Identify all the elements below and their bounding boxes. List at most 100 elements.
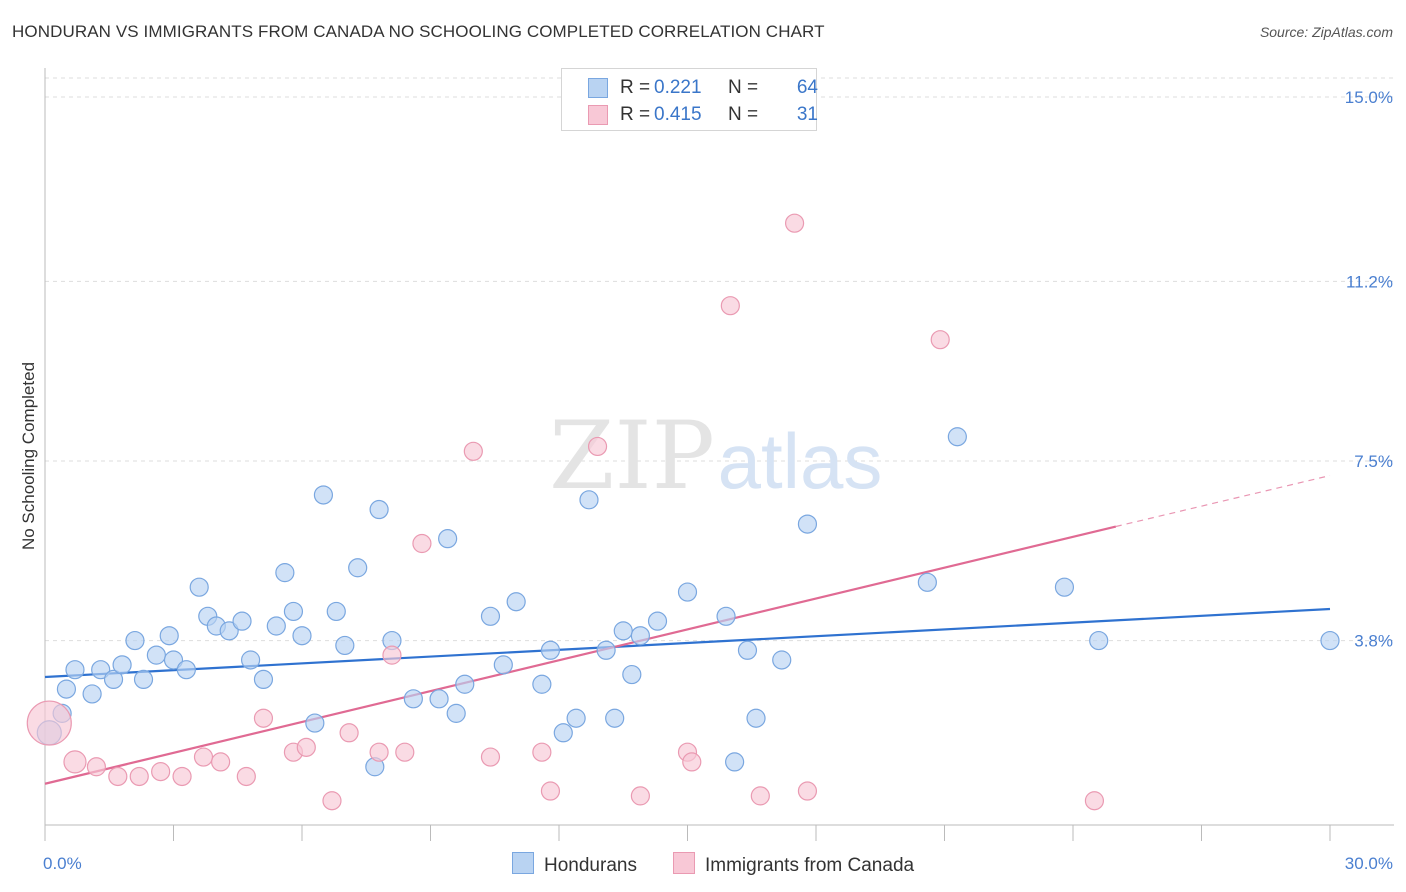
point-canada <box>682 752 702 772</box>
point-hondurans <box>596 640 616 660</box>
point-canada <box>193 747 214 767</box>
point-canada <box>26 700 72 746</box>
point-hondurans <box>1054 577 1075 597</box>
point-hondurans <box>253 669 274 690</box>
point-canada <box>236 766 256 787</box>
point-hondurans <box>605 708 625 728</box>
point-hondurans <box>480 606 501 626</box>
point-canada <box>540 781 561 801</box>
point-hondurans <box>429 689 449 709</box>
point-hondurans <box>566 708 586 728</box>
point-canada <box>532 742 552 762</box>
point-hondurans <box>438 529 458 549</box>
bottom-legend-label-hondurans: Hondurans <box>544 855 637 876</box>
axes <box>44 68 1394 841</box>
bottom-legend-canada: Immigrants from Canada <box>673 852 914 877</box>
point-hondurans <box>189 577 209 597</box>
point-hondurans <box>737 640 758 660</box>
point-hondurans <box>159 626 179 646</box>
point-canada <box>395 742 415 762</box>
bottom-legend-swatch-hondurans <box>512 852 534 874</box>
point-canada <box>129 766 149 787</box>
point-hondurans <box>506 592 526 612</box>
legend-n-value: 64 <box>796 77 818 98</box>
point-hondurans <box>103 669 124 690</box>
point-hondurans <box>163 650 184 670</box>
trend-line-canada <box>44 525 1117 785</box>
point-canada <box>339 723 359 743</box>
point-hondurans <box>797 514 818 534</box>
y-tick-label: 15.0% <box>1345 88 1393 107</box>
point-hondurans <box>335 635 355 656</box>
point-hondurans <box>532 674 552 694</box>
point-canada <box>797 781 818 801</box>
point-hondurans <box>1089 630 1109 651</box>
point-hondurans <box>232 611 252 631</box>
y-axis-label: No Schooling Completed <box>19 362 38 550</box>
point-hondurans <box>219 621 239 641</box>
bottom-legend-swatch-canada <box>673 852 695 874</box>
point-hondurans <box>348 558 368 578</box>
point-hondurans <box>133 669 154 690</box>
bottom-legend-label-canada: Immigrants from Canada <box>705 855 915 876</box>
point-canada <box>784 213 805 233</box>
watermark: ZIP atlas <box>549 402 882 511</box>
point-hondurans <box>292 626 312 646</box>
point-hondurans <box>326 601 346 622</box>
point-hondurans <box>613 621 633 641</box>
point-hondurans <box>146 645 166 665</box>
point-canada <box>253 708 274 728</box>
legend-r-value: 0.415 <box>654 104 702 125</box>
legend-swatch-hondurans <box>588 78 608 98</box>
point-hondurans <box>403 689 423 709</box>
point-hondurans <box>313 485 334 505</box>
chart-title: HONDURAN VS IMMIGRANTS FROM CANADA NO SC… <box>12 22 825 41</box>
point-hondurans <box>283 601 304 622</box>
point-hondurans <box>725 752 745 772</box>
point-hondurans <box>446 703 466 723</box>
point-canada <box>172 766 192 787</box>
point-canada <box>412 533 432 554</box>
watermark-zip: ZIP <box>549 402 715 511</box>
stats-legend: R = 0.221 N = 64 R = 0.415 N = 31 <box>561 68 818 131</box>
point-canada <box>720 296 740 316</box>
point-canada <box>480 747 501 767</box>
point-hondurans <box>241 650 261 670</box>
source-label: Source: ZipAtlas.com <box>1259 24 1393 40</box>
point-hondurans <box>493 655 513 675</box>
point-hondurans <box>917 572 937 592</box>
bottom-legend-hondurans: Hondurans <box>512 852 637 877</box>
point-hondurans <box>82 684 102 704</box>
point-hondurans <box>716 606 736 626</box>
point-canada <box>750 786 770 806</box>
point-hondurans <box>56 679 77 699</box>
point-canada <box>296 737 316 757</box>
point-hondurans <box>65 660 85 680</box>
point-canada <box>382 645 402 665</box>
point-hondurans <box>1320 630 1340 651</box>
point-hondurans <box>630 626 650 646</box>
data-points <box>26 213 1340 811</box>
legend-n-label: N = <box>728 104 759 125</box>
trend-line-hondurans <box>44 607 1331 679</box>
point-canada <box>630 786 650 806</box>
point-hondurans <box>553 723 573 743</box>
point-canada <box>463 441 483 461</box>
point-hondurans <box>746 708 766 728</box>
point-hondurans <box>647 611 668 631</box>
legend-swatch-canada <box>588 105 608 125</box>
point-canada <box>1084 791 1105 811</box>
legend-r-value: 0.221 <box>654 77 702 98</box>
y-tick-label: 11.2% <box>1346 272 1393 291</box>
point-canada <box>322 791 342 811</box>
point-hondurans <box>677 582 698 602</box>
point-canada <box>151 762 171 782</box>
legend-r-label: R = <box>620 104 651 125</box>
legend-n-value: 31 <box>796 104 818 125</box>
y-tick-label: 3.8% <box>1354 632 1393 651</box>
grid-lines <box>45 77 1394 642</box>
point-hondurans <box>305 713 325 733</box>
point-canada <box>211 752 231 772</box>
y-tick-label: 7.5% <box>1354 452 1393 471</box>
